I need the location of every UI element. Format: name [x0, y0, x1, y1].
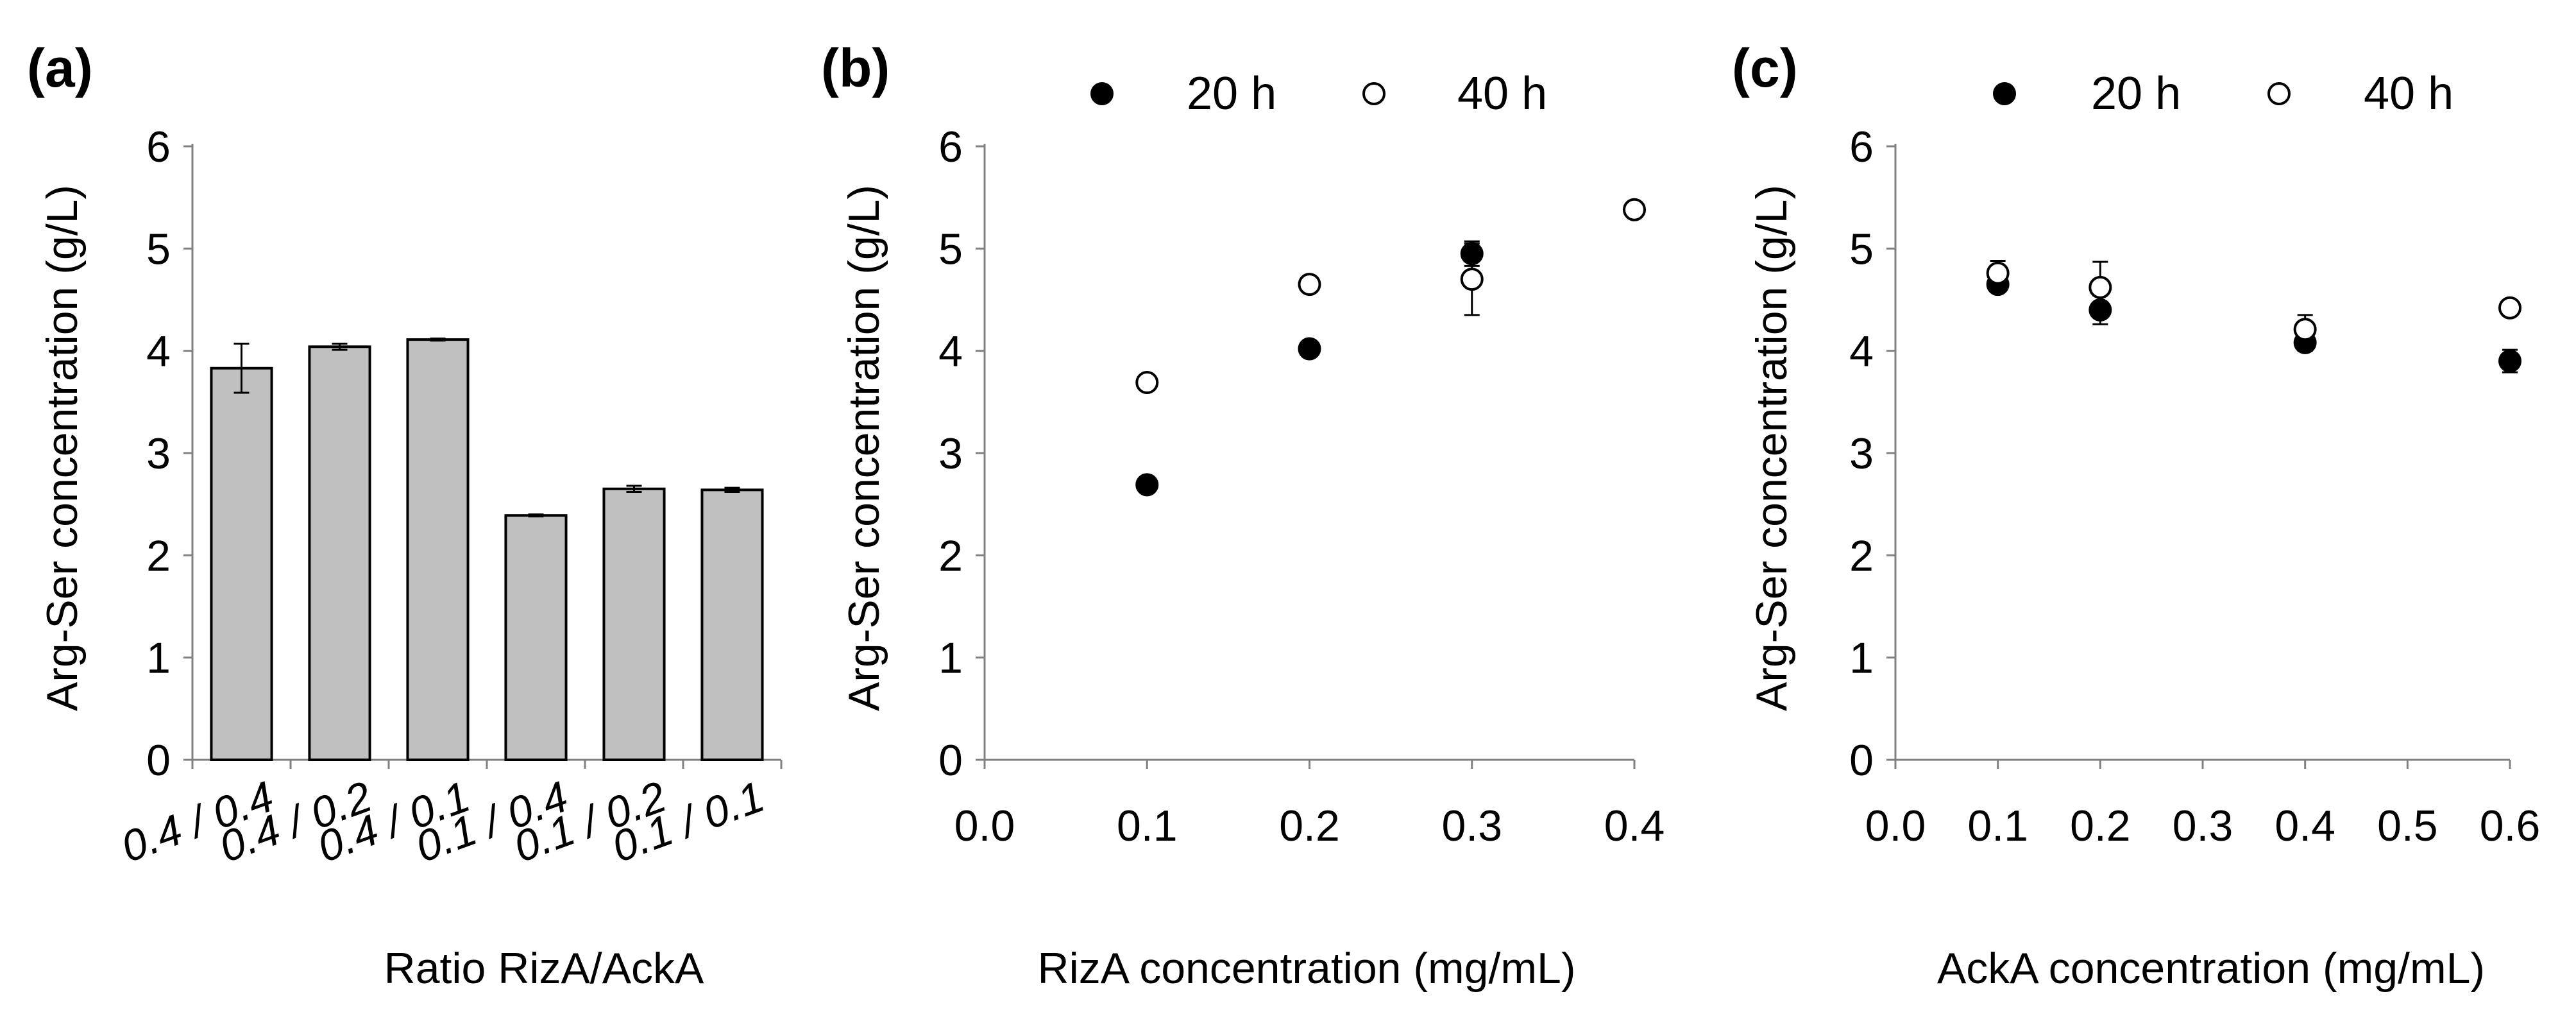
x-tick-label-c: 0.3 [2173, 802, 2233, 850]
y-tick-label-c: 2 [1849, 531, 1874, 580]
point-20h [2498, 349, 2521, 373]
axes-c: 0 1 2 3 4 5 6 0.0 0.1 0.2 0.3 0.4 0.5 0.6 [1849, 123, 2540, 850]
point-20h [1298, 337, 1321, 361]
axes-b: 0 1 2 3 4 5 6 0.0 0.1 0.2 0.3 0.4 [938, 123, 1665, 850]
bar [504, 514, 568, 762]
y-tick-label-b: 1 [938, 634, 963, 683]
y-tick-label-a: 3 [146, 429, 171, 478]
bar [700, 488, 764, 761]
x-tick-label-c: 0.2 [2070, 802, 2131, 850]
point-40h [1460, 268, 1484, 291]
x-axis-title-c: AckA concentration (mg/mL) [1937, 944, 2485, 993]
bar [308, 345, 371, 761]
legend-marker-20h-b [1090, 82, 1114, 105]
legend-label-40h-c: 40 h [2364, 68, 2453, 119]
panel-c: (c) Arg-Ser concentration (g/L) AckA con… [1732, 38, 2540, 993]
y-tick-label-b: 4 [938, 327, 963, 376]
point-40h [2293, 318, 2317, 341]
bar [602, 487, 666, 761]
x-tick-label-b: 0.3 [1441, 802, 1502, 850]
legend-label-20h-c: 20 h [2091, 68, 2181, 119]
x-tick-label-b: 0.4 [1604, 802, 1665, 850]
y-tick-label-c: 0 [1849, 736, 1874, 785]
legend-label-20h-b: 20 h [1187, 68, 1276, 119]
y-tick-label-a: 4 [146, 327, 171, 376]
panel-label-c: (c) [1732, 38, 1798, 98]
y-tick-label-c: 1 [1849, 634, 1874, 683]
point-40h [1623, 198, 1646, 221]
x-axis-title-b: RizA concentration (mg/mL) [1038, 944, 1576, 993]
bar [406, 338, 470, 761]
y-tick-label-b: 0 [938, 736, 963, 785]
y-tick-label-a: 0 [146, 736, 171, 785]
bar [210, 366, 273, 761]
y-tick-label-c: 5 [1849, 225, 1874, 273]
point-40h [2498, 296, 2521, 320]
y-tick-label-a: 1 [146, 634, 171, 683]
panel-label-b: (b) [821, 38, 890, 98]
x-tick-label-c: 0.1 [1967, 802, 2028, 850]
point-40h [1135, 371, 1159, 395]
y-tick-label-a: 6 [146, 123, 171, 171]
y-tick-label-b: 2 [938, 531, 963, 580]
point-40h [1298, 273, 1321, 296]
y-axis-title-b: Arg-Ser concentration (g/L) [840, 185, 888, 711]
legend-label-40h-b: 40 h [1457, 68, 1547, 119]
x-axis-title-a: Ratio RizA/AckA [384, 944, 704, 993]
bars-a [210, 338, 764, 762]
x-tick-label-c: 0.6 [2480, 802, 2541, 850]
points-b [1135, 198, 1646, 497]
point-20h [1135, 473, 1159, 497]
x-tick-label-c: 0.0 [1865, 802, 1926, 850]
x-tick-label-b: 0.2 [1279, 802, 1340, 850]
y-tick-label-a: 2 [146, 531, 171, 580]
y-axis-title-a: Arg-Ser concentration (g/L) [38, 185, 87, 711]
legend-marker-40h-b [1362, 82, 1385, 105]
points-c [1986, 259, 2521, 373]
panel-b: (b) Arg-Ser concentration (g/L) RizA con… [821, 38, 1665, 993]
panel-a: (a) Arg-Ser concentration (g/L) Ratio Ri… [27, 38, 783, 993]
y-tick-label-c: 3 [1849, 429, 1874, 478]
y-tick-label-a: 5 [146, 225, 171, 273]
legend-marker-40h-c [2267, 82, 2291, 105]
y-tick-label-b: 5 [938, 225, 963, 273]
x-tick-label-c: 0.4 [2275, 802, 2335, 850]
panel-label-a: (a) [27, 38, 93, 98]
y-axis-title-c: Arg-Ser concentration (g/L) [1747, 185, 1796, 711]
y-tick-label-c: 6 [1849, 123, 1874, 171]
x-tick-label-c: 0.5 [2377, 802, 2438, 850]
y-tick-label-b: 3 [938, 429, 963, 478]
point-40h [2089, 275, 2112, 299]
y-tick-label-b: 6 [938, 123, 963, 171]
x-tick-label-b: 0.0 [954, 802, 1015, 850]
x-tick-label-b: 0.1 [1117, 802, 1178, 850]
legend-b: 20 h 40 h [1090, 68, 1547, 119]
y-tick-label-c: 4 [1849, 327, 1874, 376]
legend-c: 20 h 40 h [1993, 68, 2453, 119]
legend-marker-20h-c [1993, 82, 2016, 105]
point-40h [1986, 261, 2010, 285]
